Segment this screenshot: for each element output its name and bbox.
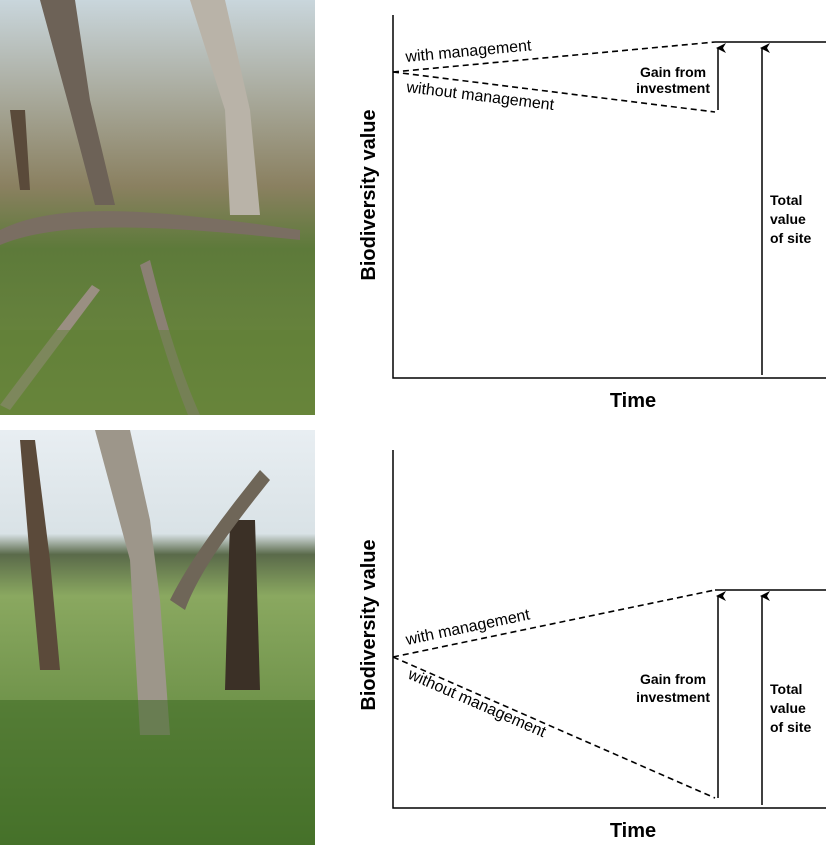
x-axis-label: Time [610, 820, 656, 842]
diagram-bottom: with management without management Gain … [358, 450, 826, 842]
text-line: Total [770, 192, 802, 208]
text-line: investment [636, 689, 710, 705]
x-axis-label: Time [610, 390, 656, 412]
axes [393, 15, 826, 378]
y-axis-label: Biodiversity value [358, 539, 380, 710]
without-label: without management [405, 79, 556, 114]
without-label: without management [404, 666, 548, 742]
photo-bottom [0, 430, 315, 845]
text-line: Total [770, 681, 802, 697]
text-line: of site [770, 719, 811, 735]
text-line: value [770, 700, 806, 716]
with-label: with management [403, 606, 532, 649]
gain-label: Gain from investment [636, 64, 710, 96]
text-line: investment [636, 80, 710, 96]
total-label: Total value of site [770, 681, 811, 735]
with-line [393, 590, 715, 657]
diagram-top: with management without management Gain … [358, 15, 826, 412]
gain-label: Gain from investment [636, 671, 710, 705]
text-line: of site [770, 230, 811, 246]
with-label: with management [404, 37, 533, 66]
y-axis-label: Biodiversity value [358, 109, 380, 280]
total-label: Total value of site [770, 192, 811, 246]
text-line: Gain from [640, 671, 706, 687]
text-line: Gain from [640, 64, 706, 80]
figure: with management without management Gain … [0, 0, 826, 845]
photo-top [0, 0, 315, 415]
text-line: value [770, 211, 806, 227]
